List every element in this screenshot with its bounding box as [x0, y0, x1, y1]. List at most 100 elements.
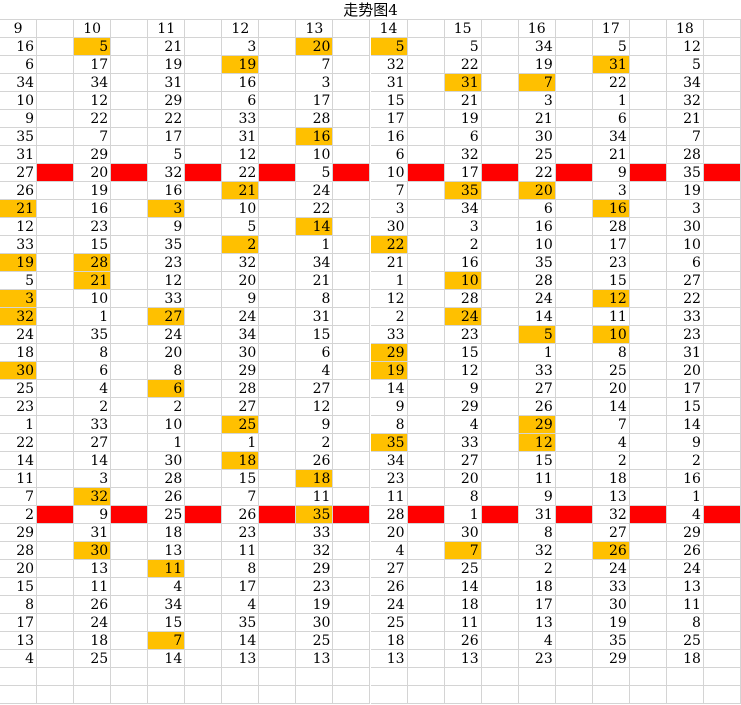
spacer-cell[interactable]	[111, 470, 149, 488]
table-cell[interactable]: 17	[592, 236, 630, 254]
table-cell[interactable]: 1	[592, 92, 630, 110]
table-cell[interactable]: 13	[444, 650, 482, 668]
spacer-cell[interactable]	[703, 560, 741, 578]
table-cell[interactable]: 8	[444, 488, 482, 506]
table-cell[interactable]: 6	[148, 380, 186, 398]
table-cell[interactable]: 6	[296, 344, 334, 362]
spacer-cell[interactable]	[37, 128, 75, 146]
table-cell[interactable]: 19	[74, 182, 112, 200]
spacer-cell[interactable]	[407, 416, 445, 434]
spacer-cell[interactable]	[629, 632, 667, 650]
spacer-cell[interactable]	[111, 632, 149, 650]
spacer-cell[interactable]	[703, 290, 741, 308]
spacer-cell[interactable]	[481, 362, 519, 380]
table-cell[interactable]: 15	[666, 398, 704, 416]
spacer-cell[interactable]	[185, 560, 223, 578]
spacer-cell[interactable]	[37, 686, 75, 704]
spacer-cell[interactable]	[481, 92, 519, 110]
spacer-cell[interactable]	[555, 146, 593, 164]
table-cell[interactable]: 9	[370, 398, 408, 416]
table-cell[interactable]: 34	[74, 74, 112, 92]
spacer-cell[interactable]	[407, 146, 445, 164]
spacer-cell[interactable]	[259, 344, 297, 362]
spacer-cell[interactable]	[37, 380, 75, 398]
table-cell[interactable]: 16	[370, 128, 408, 146]
table-cell[interactable]: 16	[296, 128, 334, 146]
table-cell[interactable]: 13	[148, 542, 186, 560]
table-cell[interactable]: 7	[222, 488, 260, 506]
table-cell[interactable]: 12	[74, 92, 112, 110]
marker-cell[interactable]	[259, 164, 297, 182]
table-cell[interactable]: 7	[666, 128, 704, 146]
spacer-cell[interactable]	[37, 38, 75, 56]
table-cell[interactable]	[148, 686, 186, 704]
spacer-cell[interactable]	[481, 200, 519, 218]
table-cell[interactable]: 14	[370, 380, 408, 398]
spacer-cell[interactable]	[629, 110, 667, 128]
spacer-cell[interactable]	[555, 398, 593, 416]
spacer-cell[interactable]	[333, 20, 371, 38]
spacer-cell[interactable]	[407, 452, 445, 470]
spacer-cell[interactable]	[333, 470, 371, 488]
table-cell[interactable]: 15	[370, 92, 408, 110]
table-cell[interactable]: 11	[592, 308, 630, 326]
spacer-cell[interactable]	[703, 254, 741, 272]
table-cell[interactable]: 26	[370, 578, 408, 596]
spacer-cell[interactable]	[185, 488, 223, 506]
spacer-cell[interactable]	[481, 326, 519, 344]
table-cell[interactable]: 23	[592, 254, 630, 272]
table-cell[interactable]: 14	[222, 632, 260, 650]
table-cell[interactable]: 8	[74, 344, 112, 362]
table-cell[interactable]: 20	[444, 470, 482, 488]
spacer-cell[interactable]	[185, 254, 223, 272]
spacer-cell[interactable]	[481, 110, 519, 128]
table-cell[interactable]: 12	[370, 290, 408, 308]
spacer-cell[interactable]	[481, 236, 519, 254]
table-cell[interactable]: 5	[444, 38, 482, 56]
spacer-cell[interactable]	[259, 452, 297, 470]
spacer-cell[interactable]	[37, 470, 75, 488]
table-cell[interactable]: 7	[592, 416, 630, 434]
spacer-cell[interactable]	[481, 146, 519, 164]
spacer-cell[interactable]	[111, 146, 149, 164]
table-cell[interactable]: 27	[518, 380, 556, 398]
spacer-cell[interactable]	[37, 488, 75, 506]
table-cell[interactable]: 20	[222, 272, 260, 290]
table-cell[interactable]	[74, 668, 112, 686]
spacer-cell[interactable]	[111, 218, 149, 236]
table-cell[interactable]: 4	[222, 596, 260, 614]
spacer-cell[interactable]	[555, 560, 593, 578]
spacer-cell[interactable]	[703, 308, 741, 326]
table-cell[interactable]	[444, 668, 482, 686]
marker-cell[interactable]	[185, 164, 223, 182]
table-cell[interactable]: 4	[666, 506, 704, 524]
spacer-cell[interactable]	[37, 398, 75, 416]
spacer-cell[interactable]	[259, 560, 297, 578]
table-cell[interactable]: 16	[592, 200, 630, 218]
spacer-cell[interactable]	[37, 74, 75, 92]
spacer-cell[interactable]	[555, 686, 593, 704]
spacer-cell[interactable]	[555, 452, 593, 470]
spacer-cell[interactable]	[407, 632, 445, 650]
spacer-cell[interactable]	[407, 614, 445, 632]
table-cell[interactable]: 23	[666, 326, 704, 344]
table-cell[interactable]	[148, 668, 186, 686]
table-cell[interactable]: 32	[0, 308, 38, 326]
spacer-cell[interactable]	[37, 452, 75, 470]
spacer-cell[interactable]	[555, 470, 593, 488]
spacer-cell[interactable]	[703, 434, 741, 452]
table-cell[interactable]: 23	[0, 398, 38, 416]
spacer-cell[interactable]	[259, 470, 297, 488]
spacer-cell[interactable]	[111, 560, 149, 578]
table-cell[interactable]: 30	[148, 452, 186, 470]
table-cell[interactable]: 19	[592, 614, 630, 632]
spacer-cell[interactable]	[333, 218, 371, 236]
spacer-cell[interactable]	[555, 668, 593, 686]
table-cell[interactable]: 10	[592, 326, 630, 344]
table-cell[interactable]: 22	[518, 164, 556, 182]
table-cell[interactable]: 4	[518, 632, 556, 650]
spacer-cell[interactable]	[407, 542, 445, 560]
table-cell[interactable]: 9	[0, 110, 38, 128]
table-cell[interactable]: 6	[518, 200, 556, 218]
table-cell[interactable]: 14	[74, 452, 112, 470]
